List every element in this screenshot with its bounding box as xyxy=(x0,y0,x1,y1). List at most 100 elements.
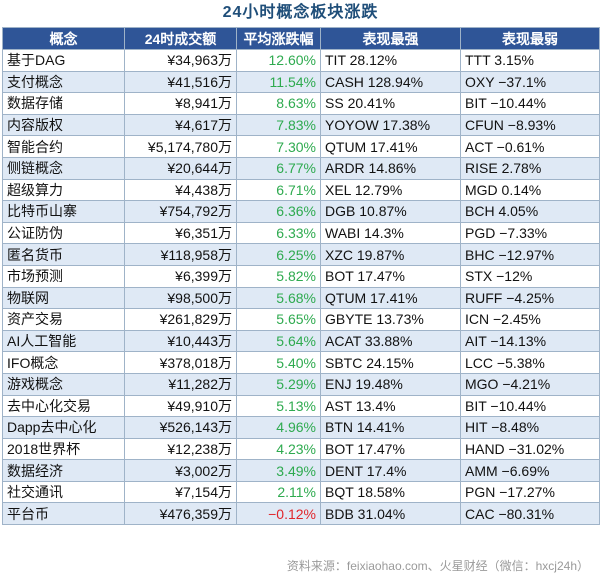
column-header-avg-change: 平均涨跌幅 xyxy=(236,27,321,50)
cell-worst: BIT −10.44% xyxy=(460,92,600,115)
cell-concept: 资产交易 xyxy=(2,308,125,331)
cell-best: BOT 17.47% xyxy=(320,437,461,461)
table-row: 平台币 ¥476,359万 −0.12% BDB 31.04% CAC −80.31% xyxy=(2,502,600,526)
table-row: Dapp去中心化 ¥526,143万 4.96% BTN 14.41% HIT −8.4… xyxy=(2,416,600,439)
table-header-row: 概念 24时成交额 平均涨跌幅 表现最强 表现最弱 xyxy=(2,27,600,50)
table-row: 社交通讯 ¥7,154万 2.11% BQT 18.58% PGN −17.27% xyxy=(2,480,600,504)
cell-concept: 社交通讯 xyxy=(2,480,125,504)
cell-volume: ¥476,359万 xyxy=(124,502,237,526)
cell-concept: 市场预测 xyxy=(2,264,125,288)
cell-worst: CAC −80.31% xyxy=(460,502,600,526)
column-header-concept: 概念 xyxy=(2,27,125,50)
cell-avg-change: 6.33% xyxy=(236,221,321,245)
cell-best: SS 20.41% xyxy=(320,92,461,115)
cell-avg-change: 2.11% xyxy=(236,480,321,504)
cell-best: DGB 10.87% xyxy=(320,200,461,223)
cell-avg-change: 4.96% xyxy=(236,416,321,439)
cell-worst: BCH 4.05% xyxy=(460,200,600,223)
concept-sector-table: 概念 24时成交额 平均涨跌幅 表现最强 表现最弱 基于DAG ¥34,963万 1… xyxy=(2,27,600,526)
cell-worst: TTT 3.15% xyxy=(460,49,600,72)
cell-best: CASH 128.94% xyxy=(320,70,461,94)
cell-avg-change: 5.68% xyxy=(236,286,321,310)
cell-concept: 去中心化交易 xyxy=(2,394,125,418)
table-row: AI人工智能 ¥10,443万 5.64% ACAT 33.88% AIT −14.13… xyxy=(2,329,600,353)
table-row: 数据经济 ¥3,002万 3.49% DENT 17.4% AMM −6.69% xyxy=(2,459,600,482)
column-header-best: 表现最强 xyxy=(320,27,461,50)
cell-volume: ¥4,438万 xyxy=(124,178,237,202)
table-row: 侧链概念 ¥20,644万 6.77% ARDR 14.86% RISE 2.78% xyxy=(2,156,600,180)
table-row: 基于DAG ¥34,963万 12.60% TIT 28.12% TTT 3.15% xyxy=(2,49,600,72)
table-row: 去中心化交易 ¥49,910万 5.13% AST 13.4% BIT −10.44% xyxy=(2,394,600,418)
cell-volume: ¥4,617万 xyxy=(124,113,237,137)
cell-avg-change: 5.13% xyxy=(236,394,321,418)
cell-best: XZC 19.87% xyxy=(320,243,461,266)
cell-volume: ¥8,941万 xyxy=(124,92,237,115)
table-row: 内容版权 ¥4,617万 7.83% YOYOW 17.38% CFUN −8.93% xyxy=(2,113,600,137)
cell-worst: HAND −31.02% xyxy=(460,437,600,461)
cell-best: SBTC 24.15% xyxy=(320,351,461,374)
cell-avg-change: 5.64% xyxy=(236,329,321,353)
cell-volume: ¥6,351万 xyxy=(124,221,237,245)
cell-best: XEL 12.79% xyxy=(320,178,461,202)
cell-worst: BHC −12.97% xyxy=(460,243,600,266)
cell-worst: ICN −2.45% xyxy=(460,308,600,331)
cell-volume: ¥41,516万 xyxy=(124,70,237,94)
cell-worst: LCC −5.38% xyxy=(460,351,600,374)
cell-best: ACAT 33.88% xyxy=(320,329,461,353)
cell-worst: PGD −7.33% xyxy=(460,221,600,245)
cell-best: QTUM 17.41% xyxy=(320,286,461,310)
cell-volume: ¥118,958万 xyxy=(124,243,237,266)
cell-best: BOT 17.47% xyxy=(320,264,461,288)
cell-avg-change: 3.49% xyxy=(236,459,321,482)
table-row: 公证防伪 ¥6,351万 6.33% WABI 14.3% PGD −7.33% xyxy=(2,221,600,245)
cell-concept: AI人工智能 xyxy=(2,329,125,353)
cell-worst: MGD 0.14% xyxy=(460,178,600,202)
cell-worst: PGN −17.27% xyxy=(460,480,600,504)
cell-best: GBYTE 13.73% xyxy=(320,308,461,331)
table-row: 2018世界杯 ¥12,238万 4.23% BOT 17.47% HAND −31.0… xyxy=(2,437,600,461)
cell-worst: AMM −6.69% xyxy=(460,459,600,482)
cell-avg-change: 7.83% xyxy=(236,113,321,137)
cell-avg-change: 4.23% xyxy=(236,437,321,461)
cell-worst: OXY −37.1% xyxy=(460,70,600,94)
table-row: 支付概念 ¥41,516万 11.54% CASH 128.94% OXY −37.1% xyxy=(2,70,600,94)
table-row: 数据存储 ¥8,941万 8.63% SS 20.41% BIT −10.44% xyxy=(2,92,600,115)
cell-concept: 数据存储 xyxy=(2,92,125,115)
cell-avg-change: 7.30% xyxy=(236,135,321,158)
cell-avg-change: 5.40% xyxy=(236,351,321,374)
column-header-worst: 表现最弱 xyxy=(460,27,600,50)
cell-best: QTUM 17.41% xyxy=(320,135,461,158)
cell-best: ENJ 19.48% xyxy=(320,372,461,396)
table-body: 基于DAG ¥34,963万 12.60% TIT 28.12% TTT 3.15% 支付… xyxy=(2,49,600,526)
cell-worst: BIT −10.44% xyxy=(460,394,600,418)
cell-avg-change: 11.54% xyxy=(236,70,321,94)
table-row: 比特币山寨 ¥754,792万 6.36% DGB 10.87% BCH 4.05% xyxy=(2,200,600,223)
cell-concept: IFO概念 xyxy=(2,351,125,374)
cell-volume: ¥261,829万 xyxy=(124,308,237,331)
table-row: IFO概念 ¥378,018万 5.40% SBTC 24.15% LCC −5.38% xyxy=(2,351,600,374)
table-row: 超级算力 ¥4,438万 6.71% XEL 12.79% MGD 0.14% xyxy=(2,178,600,202)
cell-volume: ¥526,143万 xyxy=(124,416,237,439)
cell-best: DENT 17.4% xyxy=(320,459,461,482)
source-footer: 资料来源：feixiaohao.com、火星财经（微信：hxcj24h） xyxy=(286,559,589,573)
cell-volume: ¥98,500万 xyxy=(124,286,237,310)
cell-avg-change: 12.60% xyxy=(236,49,321,72)
cell-concept: 支付概念 xyxy=(2,70,125,94)
cell-concept: Dapp去中心化 xyxy=(2,416,125,439)
cell-volume: ¥49,910万 xyxy=(124,394,237,418)
cell-avg-change: 8.63% xyxy=(236,92,321,115)
cell-concept: 2018世界杯 xyxy=(2,437,125,461)
cell-avg-change: 6.25% xyxy=(236,243,321,266)
cell-concept: 数据经济 xyxy=(2,459,125,482)
column-header-volume: 24时成交额 xyxy=(124,27,237,50)
cell-worst: RUFF −4.25% xyxy=(460,286,600,310)
cell-concept: 公证防伪 xyxy=(2,221,125,245)
table-row: 智能合约 ¥5,174,780万 7.30% QTUM 17.41% ACT −0.61… xyxy=(2,135,600,158)
cell-volume: ¥20,644万 xyxy=(124,156,237,180)
cell-volume: ¥5,174,780万 xyxy=(124,135,237,158)
cell-best: TIT 28.12% xyxy=(320,49,461,72)
cell-volume: ¥34,963万 xyxy=(124,49,237,72)
cell-avg-change: 6.71% xyxy=(236,178,321,202)
cell-concept: 智能合约 xyxy=(2,135,125,158)
